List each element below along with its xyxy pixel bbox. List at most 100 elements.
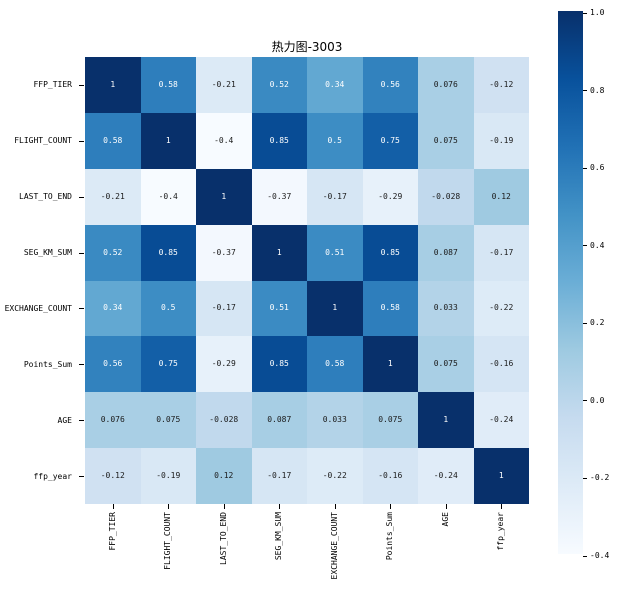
colorbar-tick-0.4: 0.4 [583, 240, 605, 250]
colorbar-tick-mark [583, 245, 587, 247]
heatmap-cell-SEG_KM_SUM-AGE: 0.087 [418, 224, 474, 281]
heatmap-cell-EXCHANGE_COUNT-Points_Sum: 0.58 [362, 280, 418, 337]
heatmap-cell-ffp_year-EXCHANGE_COUNT: -0.22 [307, 448, 363, 504]
x-tick-FLIGHT_COUNT: FLIGHT_COUNT [141, 504, 197, 586]
heatmap-cell-Points_Sum-SEG_KM_SUM: 0.85 [251, 336, 307, 393]
x-tick-FFP_TIER: FFP_TIER [85, 504, 141, 586]
colorbar-tick-mark [583, 90, 587, 92]
heatmap-cell-EXCHANGE_COUNT-LAST_TO_END: -0.17 [196, 280, 252, 337]
colorbar-tick-mark [583, 322, 587, 324]
heatmap-cell-ffp_year-ffp_year: 1 [473, 448, 529, 504]
heatmap-cell-AGE-LAST_TO_END: -0.028 [196, 392, 252, 449]
colorbar-tick-mark [583, 167, 587, 169]
heatmap-cell-LAST_TO_END-FFP_TIER: -0.21 [85, 168, 141, 225]
heatmap-cell-SEG_KM_SUM-FLIGHT_COUNT: 0.85 [140, 224, 196, 281]
heatmap-cell-LAST_TO_END-AGE: -0.028 [418, 168, 474, 225]
heatmap-cell-SEG_KM_SUM-LAST_TO_END: -0.37 [196, 224, 252, 281]
y-tick-label-AGE: AGE [0, 392, 84, 448]
heatmap-cell-FFP_TIER-Points_Sum: 0.56 [362, 57, 418, 113]
heatmap-cell-LAST_TO_END-FLIGHT_COUNT: -0.4 [140, 168, 196, 225]
heatmap-cell-SEG_KM_SUM-FFP_TIER: 0.52 [85, 224, 141, 281]
x-tick-AGE: AGE [418, 504, 474, 586]
y-tick-label-Points_Sum: Points_Sum [0, 336, 84, 392]
heatmap-cell-Points_Sum-FFP_TIER: 0.56 [85, 336, 141, 393]
heatmap-cell-Points_Sum-ffp_year: -0.16 [473, 336, 529, 393]
heatmap-cell-AGE-Points_Sum: 0.075 [362, 392, 418, 449]
heatmap-cell-FFP_TIER-FLIGHT_COUNT: 0.58 [140, 57, 196, 113]
colorbar-tick-value: -0.4 [590, 551, 610, 560]
x-tick-label-EXCHANGE_COUNT: EXCHANGE_COUNT [329, 512, 339, 580]
heatmap-cell-ffp_year-FFP_TIER: -0.12 [85, 448, 141, 504]
heatmap-cell-Points_Sum-AGE: 0.075 [418, 336, 474, 393]
colorbar-tick-mark [583, 477, 587, 479]
colorbar-tick-1.0: 1.0 [583, 9, 604, 17]
heatmap-cell-EXCHANGE_COUNT-ffp_year: -0.22 [473, 280, 529, 337]
x-tick-SEG_KM_SUM: SEG_KM_SUM [252, 504, 308, 586]
x-tick-label-Points_Sum: Points_Sum [385, 512, 395, 561]
colorbar-tick-0.8: 0.8 [583, 85, 605, 95]
heatmap-cell-AGE-SEG_KM_SUM: 0.087 [251, 392, 307, 449]
heatmap-cell-Points_Sum-Points_Sum: 1 [362, 336, 418, 393]
colorbar-tick-value: 0.8 [590, 85, 605, 95]
heatmap-cell-FLIGHT_COUNT-ffp_year: -0.19 [473, 112, 529, 169]
heatmap-cell-EXCHANGE_COUNT-AGE: 0.033 [418, 280, 474, 337]
heatmap-cell-ffp_year-FLIGHT_COUNT: -0.19 [140, 448, 196, 504]
x-tick-label-ffp_year: ffp_year [496, 512, 506, 551]
chart-title: 热力图-3003 [271, 40, 343, 54]
heatmap-cell-FFP_TIER-FFP_TIER: 1 [85, 57, 141, 113]
y-tick-label-FFP_TIER: FFP_TIER [0, 57, 84, 113]
x-tick-LAST_TO_END: LAST_TO_END [196, 504, 252, 586]
colorbar-tick-mark [583, 555, 587, 557]
colorbar-tick-0.6: 0.6 [583, 164, 604, 172]
heatmap-cell-FFP_TIER-LAST_TO_END: -0.21 [196, 57, 252, 113]
heatmap-cell-SEG_KM_SUM-EXCHANGE_COUNT: 0.51 [307, 224, 363, 281]
colorbar-tick-0.0: 0.0 [583, 395, 605, 405]
heatmap-cell-EXCHANGE_COUNT-FLIGHT_COUNT: 0.5 [140, 280, 196, 337]
colorbar-tick--0.4: -0.4 [583, 552, 609, 560]
heatmap-cell-FFP_TIER-ffp_year: -0.12 [473, 57, 529, 113]
y-tick-label-SEG_KM_SUM: SEG_KM_SUM [0, 225, 84, 281]
x-tick-label-AGE: AGE [440, 512, 450, 527]
heatmap-cell-FLIGHT_COUNT-EXCHANGE_COUNT: 0.5 [307, 112, 363, 169]
colorbar-tick--0.2: -0.2 [583, 474, 609, 482]
heatmap-cell-ffp_year-SEG_KM_SUM: -0.17 [251, 448, 307, 504]
heatmap-cell-FLIGHT_COUNT-Points_Sum: 0.75 [362, 112, 418, 169]
x-tick-label-SEG_KM_SUM: SEG_KM_SUM [274, 512, 284, 561]
heatmap-cell-FLIGHT_COUNT-FLIGHT_COUNT: 1 [140, 112, 196, 169]
heatmap-cell-LAST_TO_END-SEG_KM_SUM: -0.37 [251, 168, 307, 225]
heatmap-cell-AGE-EXCHANGE_COUNT: 0.033 [307, 392, 363, 449]
heatmap-cell-AGE-ffp_year: -0.24 [473, 392, 529, 449]
colorbar-tick-value: 0.6 [590, 163, 605, 173]
heatmap-cell-FLIGHT_COUNT-FFP_TIER: 0.58 [85, 112, 141, 169]
heatmap-cell-FLIGHT_COUNT-AGE: 0.075 [418, 112, 474, 169]
colorbar-tick-value: 0.2 [590, 318, 605, 328]
heatmap-grid: 1 0.58 -0.21 0.52 0.34 0.56 0.076 -0.12 0.58 1 -0.… [85, 57, 529, 504]
heatmap-cell-SEG_KM_SUM-Points_Sum: 0.85 [362, 224, 418, 281]
heatmap-cell-SEG_KM_SUM-SEG_KM_SUM: 1 [251, 224, 307, 281]
heatmap-cell-AGE-FFP_TIER: 0.076 [85, 392, 141, 449]
heatmap-cell-LAST_TO_END-LAST_TO_END: 1 [196, 168, 252, 225]
colorbar-tick-value: 0.4 [590, 240, 605, 250]
x-tick-EXCHANGE_COUNT: EXCHANGE_COUNT [307, 504, 363, 586]
heatmap-cell-ffp_year-Points_Sum: -0.16 [362, 448, 418, 504]
heatmap-cell-AGE-AGE: 1 [418, 392, 474, 449]
heatmap-cell-FLIGHT_COUNT-SEG_KM_SUM: 0.85 [251, 112, 307, 169]
heatmap-cell-EXCHANGE_COUNT-SEG_KM_SUM: 0.51 [251, 280, 307, 337]
colorbar-tick-value: -0.2 [590, 473, 610, 483]
colorbar-tick-value: 0.0 [590, 395, 605, 405]
x-tick-ffp_year: ffp_year [474, 504, 530, 586]
heatmap-cell-SEG_KM_SUM-ffp_year: -0.17 [473, 224, 529, 281]
heatmap-cell-FFP_TIER-SEG_KM_SUM: 0.52 [251, 57, 307, 113]
y-tick-label-ffp_year: ffp_year [0, 448, 84, 504]
heatmap-cell-Points_Sum-LAST_TO_END: -0.29 [196, 336, 252, 393]
x-axis-labels: FFP_TIER FLIGHT_COUNT LAST_TO_END SEG_KM_SU… [85, 504, 529, 586]
y-tick-label-LAST_TO_END: LAST_TO_END [0, 169, 84, 225]
colorbar-gradient [558, 11, 583, 554]
y-tick-label-FLIGHT_COUNT: FLIGHT_COUNT [0, 113, 84, 169]
heatmap-cell-LAST_TO_END-EXCHANGE_COUNT: -0.17 [307, 168, 363, 225]
heatmap-cell-Points_Sum-EXCHANGE_COUNT: 0.58 [307, 336, 363, 393]
heatmap-cell-ffp_year-LAST_TO_END: 0.12 [196, 448, 252, 504]
heatmap-cell-FFP_TIER-EXCHANGE_COUNT: 0.34 [307, 57, 363, 113]
heatmap-cell-ffp_year-AGE: -0.24 [418, 448, 474, 504]
